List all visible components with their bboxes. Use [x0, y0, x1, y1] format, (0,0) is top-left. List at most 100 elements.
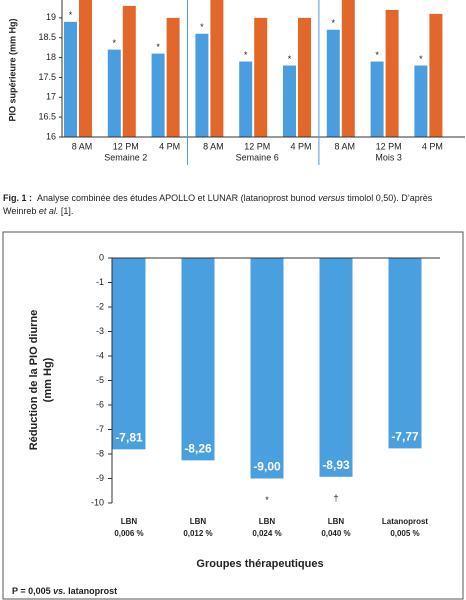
significance-marker: * [200, 22, 204, 32]
x-tick-label: LBN [190, 517, 207, 526]
bar [79, 0, 92, 137]
caption-text: timolol 0,50). D’après [345, 193, 433, 203]
value-label: -7,77 [391, 430, 419, 444]
significance-marker: * [288, 54, 292, 64]
group-label: Mois 3 [375, 152, 402, 162]
significance-marker: * [265, 495, 269, 505]
bar [166, 17, 180, 137]
figure-1: * * * * * * * * * [64, 0, 443, 137]
y-tick-label: -10 [91, 497, 104, 507]
bar [385, 9, 399, 137]
group-label: Semaine 2 [104, 152, 147, 162]
y-axis-title: PIO supérieure (mm Hg) [7, 18, 17, 121]
value-label: -9,00 [253, 460, 281, 474]
significance-marker: * [156, 42, 160, 52]
y-tick-label: -8 [96, 448, 104, 458]
x-tick-label: 0,040 % [321, 529, 350, 538]
bar [181, 258, 215, 461]
bar [319, 258, 353, 477]
x-tick-label: 12 PM [376, 141, 402, 151]
significance-marker: * [375, 50, 379, 60]
x-tick-label: 12 PM [244, 141, 270, 151]
value-label: -7,81 [115, 431, 143, 445]
x-tick-label: LBN [328, 517, 345, 526]
y-tick-label: -7 [96, 424, 104, 434]
y-tick-label: -3 [96, 326, 104, 336]
bar [64, 21, 77, 137]
x-tick-label: 8 AM [335, 141, 356, 151]
y-tick-label: 18 [46, 52, 56, 62]
bar [283, 65, 296, 137]
figure-1-axes: 16 16.5 17 17.5 18 18.5 19 Semaine 2 Semaine 6 Mo… [7, 0, 465, 165]
y-tick-label: 18.5 [38, 32, 56, 42]
value-label: -8,26 [184, 442, 212, 456]
bar [151, 53, 165, 137]
x-tick-label: 8 AM [203, 141, 224, 151]
significance-marker: * [69, 10, 73, 20]
bar [370, 61, 384, 137]
caption-label: Fig. 1 : [3, 193, 32, 203]
bar [122, 5, 136, 137]
figure-2: 0 -1 -2 -3 -4 -5 -6 -7 -8 -9 -10 -7,81 LBN 0,006 % -8,… [28, 252, 440, 570]
significance-marker: * [244, 50, 248, 60]
x-tick-label: 0,024 % [252, 529, 281, 538]
bar [254, 17, 268, 137]
caption: Weinreb et al. [1]. [3, 206, 73, 216]
significance-marker: * [332, 18, 336, 28]
y-tick-label: -6 [96, 399, 104, 409]
x-tick-label: 4 PM [422, 141, 443, 151]
caption-text: Analyse combinée des études APOLLO et LU… [37, 193, 318, 203]
y-axis-title: Réduction de la PIO diurne [28, 310, 40, 451]
y-axis-title: (mm Hg) [42, 357, 54, 402]
bar [195, 33, 209, 137]
y-tick-label: -9 [96, 473, 104, 483]
x-tick-label: Latanoprost [382, 517, 429, 526]
footnote-text: vs. [53, 586, 66, 596]
y-tick-label: 16.5 [38, 112, 56, 122]
caption: Fig. 1 : Analyse combinée des études APO… [3, 193, 433, 203]
x-tick-label: 4 PM [290, 141, 311, 151]
x-tick-label: 12 PM [113, 141, 139, 151]
value-label: -8,93 [322, 458, 350, 472]
y-tick-label: -2 [96, 301, 104, 311]
caption-text: versus [318, 193, 345, 203]
figure-frame [2, 231, 464, 600]
y-tick-label: 19 [46, 12, 56, 22]
x-tick-label: 8 AM [72, 141, 93, 151]
x-tick-label: LBN [121, 517, 138, 526]
x-tick-label: 0,005 % [390, 529, 419, 538]
y-tick-label: -5 [96, 375, 104, 385]
y-tick-label: 17 [46, 92, 56, 102]
bar [414, 65, 428, 137]
bar [112, 258, 146, 450]
y-tick-label: 16 [46, 131, 56, 141]
significance-marker: * [113, 38, 117, 48]
bar [429, 13, 443, 137]
caption-text: Weinreb [3, 206, 39, 216]
x-tick-label: 0,006 % [114, 529, 143, 538]
footnote: P = 0,005 vs. latanoprost [12, 586, 117, 596]
y-tick-label: 17.5 [38, 72, 56, 82]
footnote-text: latanoprost [66, 586, 118, 596]
group-label: Semaine 6 [236, 152, 279, 162]
bar [341, 0, 355, 137]
footnote-text: P = 0,005 [12, 586, 53, 596]
y-tick-label: -4 [96, 350, 104, 360]
caption-text: [1]. [58, 206, 73, 216]
caption-text: et al. [39, 206, 59, 216]
x-tick-label: 0,012 % [183, 529, 212, 538]
y-tick-label: -1 [96, 277, 104, 287]
y-tick-label: 0 [99, 252, 104, 262]
bar [210, 0, 224, 137]
significance-marker: * [419, 54, 423, 64]
bar [250, 258, 284, 479]
x-tick-label: 4 PM [159, 141, 180, 151]
bar [239, 61, 253, 137]
bar [107, 49, 121, 137]
significance-marker: † [333, 493, 338, 503]
bar [298, 17, 311, 137]
bar [388, 258, 422, 449]
bar [326, 29, 340, 137]
x-tick-label: LBN [259, 517, 276, 526]
